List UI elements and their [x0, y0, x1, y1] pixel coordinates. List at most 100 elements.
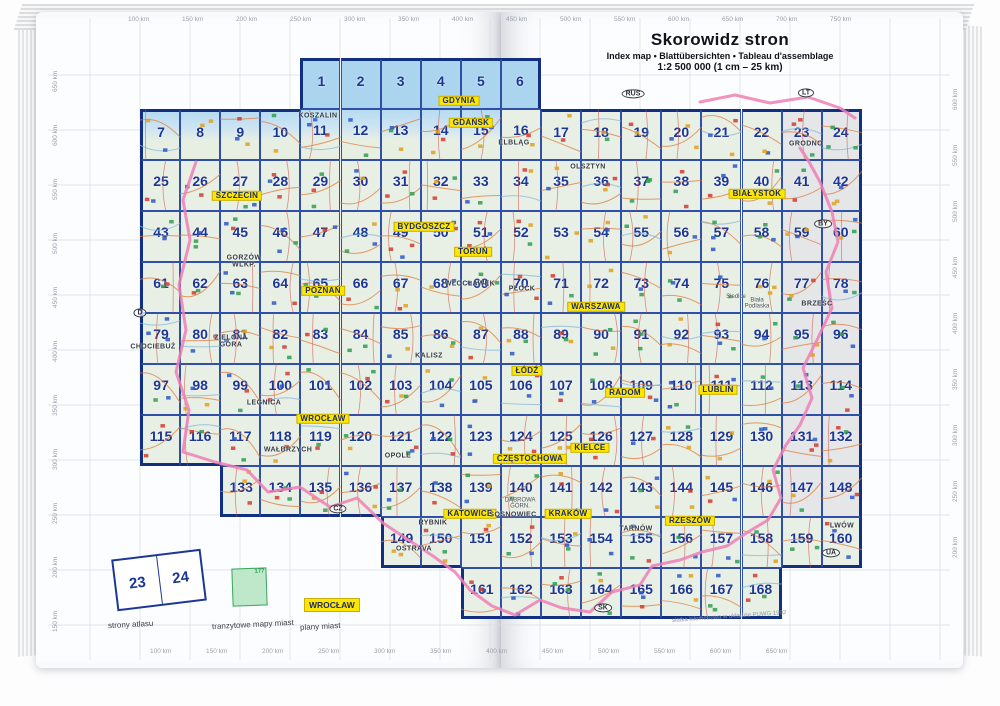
- place-label-grodno: GRODNO: [789, 140, 823, 148]
- grid-cell-number: 75: [713, 275, 730, 291]
- grid-cell-159: 159: [781, 517, 822, 568]
- grid-cell-number: 73: [633, 275, 650, 291]
- grid-cell-number: 167: [709, 581, 734, 597]
- grid-cell-153: 153: [541, 517, 582, 568]
- grid-cell-number: 133: [229, 479, 253, 495]
- km-tick: 100 km: [128, 16, 150, 23]
- place-label-siedlce: Siedlce: [726, 293, 746, 300]
- city-label-poznań: POZNAŃ: [301, 285, 345, 297]
- km-tick: 400 km: [52, 340, 59, 362]
- grid-cell-46: 46: [260, 211, 301, 262]
- grid-cell-number: 44: [192, 224, 208, 240]
- km-tick: 250 km: [318, 648, 340, 655]
- city-label-łódź: ŁÓDŹ: [511, 365, 543, 377]
- grid-cell-133: 133: [220, 466, 261, 517]
- grid-cell-16: 16: [500, 109, 541, 160]
- grid-cell-number: 160: [829, 530, 853, 546]
- km-tick: 150 km: [206, 648, 228, 655]
- grid-cell-number: 163: [549, 581, 573, 597]
- place-label-biała-podlaska: Biała Podlaska: [744, 297, 770, 310]
- legend-caption-transit: tranzytowe mapy miast: [211, 617, 294, 632]
- grid-cell-38: 38: [661, 160, 702, 211]
- grid-cell-number: 26: [192, 173, 208, 189]
- grid-cell-154: 154: [581, 517, 622, 568]
- grid-cell-162: 162: [500, 568, 541, 619]
- grid-cell-number: 154: [589, 530, 613, 546]
- grid-cell-97: 97: [140, 364, 181, 415]
- km-tick: 300 km: [374, 648, 396, 655]
- grid-cell-number: 76: [753, 275, 770, 291]
- grid-cell-number: 161: [470, 581, 494, 597]
- grid-cell-number: 3: [396, 73, 405, 89]
- grid-cell-122: 122: [420, 415, 461, 466]
- km-tick: 150 km: [182, 16, 204, 23]
- grid-cell-number: 57: [713, 224, 730, 240]
- grid-cell-8: 8: [180, 109, 221, 160]
- grid-cell-number: 55: [633, 224, 650, 240]
- place-label-chociebuż: CHOCIEBUŻ: [130, 343, 176, 351]
- grid-cell-number: 168: [748, 581, 773, 597]
- km-tick: 400 km: [452, 16, 474, 23]
- km-tick: 200 km: [262, 648, 284, 655]
- grid-cell-number: 91: [633, 326, 650, 342]
- grid-cell-number: 125: [549, 428, 573, 444]
- grid-cell-number: 158: [749, 530, 774, 546]
- title-scale: 1:2 500 000 (1 cm – 25 km): [657, 62, 783, 73]
- grid-cell-94: 94: [741, 313, 782, 364]
- grid-cell-number: 114: [829, 377, 853, 393]
- grid-cell-158: 158: [741, 517, 782, 568]
- grid-cell-144: 144: [661, 466, 702, 517]
- grid-cell-number: 107: [549, 377, 573, 393]
- km-tick: 600 km: [952, 88, 959, 110]
- grid-cell-number: 120: [348, 428, 373, 444]
- grid-cell-29: 29: [300, 160, 341, 211]
- grid-cell-number: 31: [392, 173, 409, 189]
- grid-cell-number: 71: [553, 275, 569, 291]
- grid-cell-24: 24: [821, 109, 862, 160]
- grid-cell-number: 8: [196, 124, 205, 140]
- grid-cell-30: 30: [340, 160, 381, 211]
- grid-cell-47: 47: [300, 211, 341, 262]
- grid-cell-number: 83: [312, 326, 329, 342]
- grid-cell-number: 23: [793, 124, 810, 140]
- grid-cell-82: 82: [260, 313, 301, 364]
- place-label-brześć: BRZEŚĆ: [801, 300, 833, 308]
- km-tick: 100 km: [150, 648, 172, 655]
- grid-cell-58: 58: [741, 211, 782, 262]
- grid-cell-143: 143: [621, 466, 662, 517]
- grid-cell-12: 12: [340, 109, 381, 160]
- place-label-elbląg: ELBLĄG: [498, 139, 530, 147]
- legend-transit-page-tag: 177: [254, 568, 265, 575]
- grid-cell-number: 131: [789, 428, 814, 444]
- place-label-olsztyn: OLSZTYN: [570, 163, 606, 171]
- grid-cell-number: 35: [553, 173, 569, 189]
- grid-cell-17: 17: [541, 109, 582, 160]
- grid-cell-105: 105: [460, 364, 501, 415]
- grid-cell-93: 93: [701, 313, 742, 364]
- grid-cell-89: 89: [541, 313, 582, 364]
- grid-cell-152: 152: [500, 517, 541, 568]
- grid-cell-147: 147: [781, 466, 822, 517]
- title-main: Skorowidz stron: [650, 30, 790, 49]
- grid-cell-167: 167: [701, 568, 742, 619]
- grid-cell-number: 140: [509, 479, 533, 495]
- grid-cell-62: 62: [180, 262, 221, 313]
- grid-cell-number: 147: [789, 479, 814, 495]
- grid-cell-91: 91: [621, 313, 662, 364]
- grid-cell-number: 143: [629, 479, 653, 495]
- grid-cell-number: 52: [513, 224, 529, 240]
- grid-cell-number: 100: [268, 377, 293, 393]
- grid-cell-number: 18: [593, 124, 609, 140]
- grid-cell-98: 98: [180, 364, 221, 415]
- km-tick: 450 km: [542, 648, 564, 655]
- grid-cell-number: 127: [629, 428, 653, 444]
- grid-cell-number: 151: [469, 530, 493, 546]
- grid-cell-104: 104: [420, 364, 461, 415]
- km-tick: 550 km: [52, 178, 59, 200]
- place-label-włocławek: WŁOCŁAWEK: [444, 280, 496, 288]
- km-tick: 450 km: [952, 256, 959, 278]
- legend-transit-map-swatch: 177: [231, 567, 268, 607]
- grid-cell-number: 86: [432, 326, 449, 342]
- km-tick: 350 km: [398, 16, 420, 23]
